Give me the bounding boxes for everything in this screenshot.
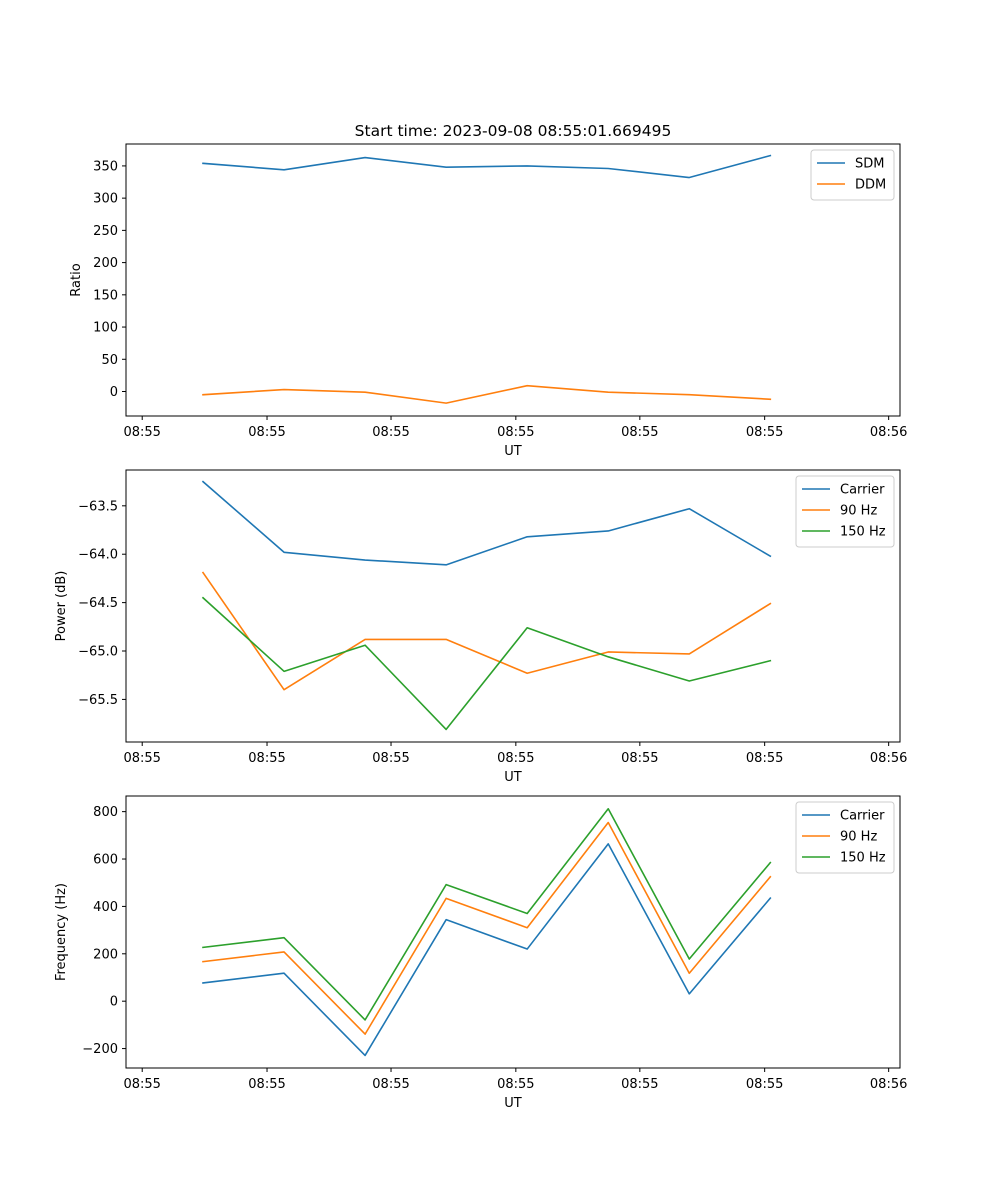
legend: Carrier 90 Hz 150 Hz [795, 475, 895, 548]
x-tick-label: 08:56 [870, 1077, 907, 1092]
y-tick-label: 150 [93, 288, 118, 303]
axes-frame [125, 795, 901, 1069]
x-tick-label: 08:55 [123, 1077, 160, 1092]
x-tick-label: 08:55 [248, 425, 285, 440]
series-line-150-hz [202, 807, 772, 1021]
x-tick-label: 08:55 [746, 751, 783, 766]
y-tick-label: 200 [93, 256, 118, 271]
y-axis-label: Frequency (Hz) [54, 883, 69, 981]
series-line-150-hz [201, 596, 772, 731]
legend-box [795, 475, 895, 548]
x-tick-label: 08:55 [123, 425, 160, 440]
y-tick-label: 300 [93, 192, 118, 207]
x-tick-label: 08:55 [123, 751, 160, 766]
series-line-carrier [202, 843, 772, 1057]
series-line-carrier [201, 480, 772, 566]
y-tick-label: 100 [93, 321, 118, 336]
x-tick-label: 08:55 [746, 425, 783, 440]
y-tick-label: 350 [93, 159, 118, 174]
x-axis-label: UT [504, 1096, 522, 1111]
y-axis-label: Power (dB) [54, 571, 69, 642]
y-axis-label: Ratio [69, 263, 84, 296]
y-tick-label: −64.0 [78, 548, 118, 563]
x-tick-label: 08:55 [497, 751, 534, 766]
chart-panel-2: 08:55 08:55 08:55 08:55 08:55 08:55 08:56 −65.5… [54, 469, 907, 785]
y-tick-label: 0 [110, 995, 118, 1010]
chart-panel-3: 08:55 08:55 08:55 08:55 08:55 08:55 08:56 −200 0… [54, 795, 907, 1111]
legend-label: Carrier [840, 809, 885, 824]
y-tick-label: 800 [93, 805, 118, 820]
series-line-ddm [202, 384, 772, 404]
x-tick-label: 08:55 [497, 1077, 534, 1092]
x-tick-label: 08:55 [621, 425, 658, 440]
y-tick-label: −200 [82, 1042, 118, 1057]
x-axis-label: UT [504, 770, 522, 785]
axes-frame [125, 143, 901, 417]
x-tick-label: 08:55 [372, 425, 409, 440]
series-line-90-hz [202, 821, 772, 1035]
y-tick-label: 50 [101, 353, 118, 368]
x-tick-label: 08:56 [870, 425, 907, 440]
x-tick-label: 08:55 [497, 425, 534, 440]
chart-panel-1: 08:55 08:55 08:55 08:55 08:55 08:55 08:56 0 50 10… [69, 122, 907, 459]
legend-label: 90 Hz [840, 830, 877, 845]
legend-label: SDM [855, 157, 884, 172]
chart-title: Start time: 2023-09-08 08:55:01.669495 [355, 122, 672, 140]
y-tick-label: −65.0 [78, 645, 118, 660]
legend: SDM DDM [810, 149, 895, 201]
series-line-sdm [202, 154, 772, 179]
x-tick-label: 08:55 [248, 751, 285, 766]
legend-label: 150 Hz [840, 851, 886, 866]
y-tick-label: −64.5 [78, 596, 118, 611]
legend-label: DDM [855, 178, 886, 193]
legend: Carrier 90 Hz 150 Hz [795, 801, 895, 874]
x-axis-label: UT [504, 444, 522, 459]
x-tick-label: 08:55 [372, 1077, 409, 1092]
x-tick-label: 08:55 [372, 751, 409, 766]
x-tick-label: 08:55 [621, 751, 658, 766]
x-tick-label: 08:56 [870, 751, 907, 766]
y-tick-label: −63.5 [78, 499, 118, 514]
axes-frame [125, 469, 901, 743]
legend-box [795, 801, 895, 874]
y-tick-label: 200 [93, 947, 118, 962]
y-tick-label: 250 [93, 224, 118, 239]
y-tick-label: 0 [110, 385, 118, 400]
legend-label: 90 Hz [840, 504, 877, 519]
x-tick-label: 08:55 [248, 1077, 285, 1092]
x-tick-label: 08:55 [621, 1077, 658, 1092]
legend-label: Carrier [840, 483, 885, 498]
legend-label: 150 Hz [840, 525, 886, 540]
series-line-90-hz [201, 571, 772, 691]
x-tick-label: 08:55 [746, 1077, 783, 1092]
y-tick-label: −65.5 [78, 693, 118, 708]
y-tick-label: 600 [93, 853, 118, 868]
y-tick-label: 400 [93, 900, 118, 915]
